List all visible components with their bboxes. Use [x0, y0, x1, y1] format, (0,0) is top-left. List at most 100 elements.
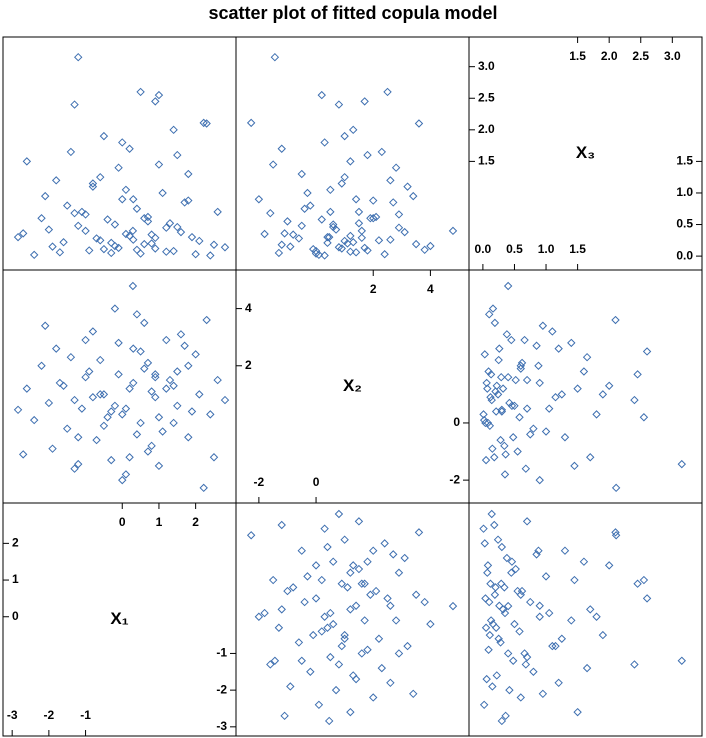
point [448, 601, 458, 611]
point [151, 97, 160, 106]
point [391, 163, 401, 172]
point [340, 172, 349, 182]
point [206, 410, 215, 419]
point [173, 150, 182, 160]
point [414, 528, 424, 537]
x-tick-label: 0.0 [475, 242, 492, 256]
chart-title: scatter plot of fitted copula model [208, 3, 497, 23]
point [598, 630, 608, 640]
point [323, 623, 332, 632]
point [266, 660, 275, 669]
point [492, 671, 501, 680]
point [277, 144, 286, 153]
point [351, 601, 361, 610]
point [136, 87, 145, 97]
point [351, 674, 361, 684]
point [611, 483, 621, 493]
point [554, 344, 563, 353]
point [522, 404, 532, 413]
point [317, 575, 326, 585]
point [107, 455, 116, 465]
point [573, 707, 582, 717]
point [99, 244, 109, 254]
point [560, 546, 570, 555]
point [403, 182, 412, 191]
panel-frame [468, 502, 703, 737]
point [488, 682, 497, 691]
point [420, 245, 429, 255]
point [567, 338, 576, 348]
point [331, 225, 341, 234]
x-tick-label: 2 [192, 515, 199, 529]
point [121, 470, 131, 479]
point [411, 239, 421, 249]
y-tick-label: 1.5 [478, 154, 495, 168]
point [579, 367, 589, 376]
point [630, 660, 639, 669]
point [169, 125, 178, 135]
point [300, 204, 309, 213]
point [306, 201, 315, 210]
point [37, 361, 46, 370]
point [162, 335, 171, 345]
point [554, 678, 563, 688]
point [400, 553, 409, 563]
point [349, 125, 358, 135]
point [44, 398, 54, 408]
point [386, 678, 395, 688]
y-tick-label: 3.0 [478, 59, 495, 73]
point [481, 623, 491, 632]
point [195, 236, 204, 246]
point [586, 453, 595, 462]
x-tick-label: 1 [156, 515, 163, 529]
point [511, 375, 520, 385]
point [96, 355, 105, 365]
point [151, 393, 160, 402]
point [340, 131, 349, 141]
point [51, 176, 61, 185]
point [268, 575, 278, 585]
point [497, 542, 507, 552]
point [366, 590, 375, 599]
point [85, 246, 94, 255]
point [96, 236, 105, 245]
point [154, 461, 164, 471]
point [70, 100, 79, 109]
point [503, 601, 513, 611]
point [409, 689, 418, 699]
point [351, 195, 361, 204]
point [414, 119, 424, 128]
point [486, 393, 495, 402]
point [488, 304, 498, 313]
point [548, 327, 557, 336]
point [294, 638, 304, 647]
point [411, 590, 421, 599]
point [490, 590, 500, 599]
point [297, 169, 306, 179]
point [114, 370, 123, 379]
x-tick-label: -3 [7, 708, 18, 722]
point [328, 619, 338, 629]
point [354, 517, 364, 526]
point [129, 195, 138, 204]
point [483, 568, 492, 577]
point [323, 232, 332, 242]
point [522, 375, 532, 385]
point [96, 172, 105, 182]
point [639, 575, 649, 585]
point [343, 583, 352, 592]
point [114, 338, 123, 348]
point [283, 586, 292, 596]
point [154, 160, 164, 169]
y-tick-label: 0 [12, 609, 19, 623]
panel-frame [2, 36, 237, 271]
point [496, 435, 505, 445]
point [147, 387, 156, 396]
point [246, 531, 256, 540]
point [118, 410, 127, 419]
point [502, 330, 512, 339]
point [129, 378, 138, 388]
point [541, 572, 551, 581]
point [13, 405, 23, 415]
point [297, 546, 306, 555]
